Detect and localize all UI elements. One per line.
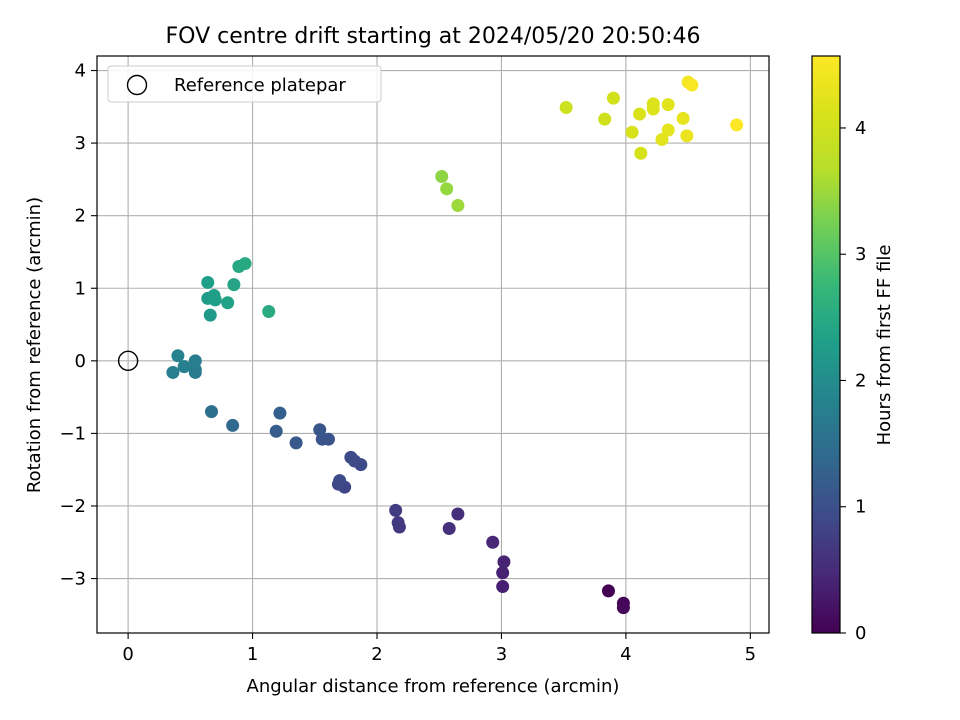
axis-ticks: 0 1 2 3 4 5 −3 −2 −1 0 1 2 3 4 [59, 61, 756, 665]
data-point [208, 293, 222, 307]
data-point [435, 169, 449, 183]
legend: Reference platepar [107, 65, 382, 103]
data-point [451, 507, 465, 521]
gridlines [97, 56, 769, 633]
data-point [497, 555, 511, 569]
data-point [676, 111, 690, 125]
legend-label: Reference platepar [174, 75, 346, 96]
colorbar-tick-label: 3 [855, 244, 866, 265]
data-point [273, 406, 287, 420]
y-tick-label: −3 [59, 569, 86, 590]
y-axis-label: Rotation from reference (arcmin) [24, 197, 45, 493]
data-point [227, 278, 241, 292]
reference-marker [117, 350, 139, 372]
x-axis-label: Angular distance from reference (arcmin) [247, 676, 620, 697]
plot-frame [96, 55, 770, 634]
y-tick-label: 4 [75, 61, 86, 82]
data-point [203, 308, 217, 322]
x-tick-label: 0 [122, 644, 133, 665]
data-point [634, 146, 648, 160]
chart-title: FOV centre drift starting at 2024/05/20 … [166, 24, 701, 49]
data-point [226, 418, 240, 432]
data-point [221, 296, 235, 310]
colorbar-tick-label: 1 [855, 497, 866, 518]
colorbar-tick-label: 4 [855, 118, 866, 139]
legend-box [107, 65, 382, 103]
data-point [625, 125, 639, 139]
x-tick-label: 3 [496, 644, 507, 665]
y-tick-label: 3 [75, 133, 86, 154]
x-tick-label: 2 [371, 644, 382, 665]
data-point [655, 132, 669, 146]
x-tick-label: 4 [620, 644, 631, 665]
data-point [661, 98, 675, 112]
data-point [238, 257, 252, 271]
y-tick-label: 0 [75, 351, 86, 372]
data-point [177, 360, 191, 374]
data-point [262, 304, 276, 318]
data-point [730, 118, 744, 132]
y-tick-label: −2 [59, 496, 86, 517]
data-point [313, 423, 327, 437]
x-tick-label: 1 [247, 644, 258, 665]
x-tick-label: 5 [745, 644, 756, 665]
data-points [166, 75, 744, 615]
data-point [289, 436, 303, 450]
colorbar-ticks: 0 1 2 3 4 [840, 118, 866, 644]
data-point [344, 450, 358, 464]
data-point [440, 182, 454, 196]
data-point [188, 354, 202, 368]
data-point [496, 580, 510, 594]
data-point [333, 474, 347, 488]
data-point [496, 566, 510, 580]
data-point [442, 521, 456, 535]
data-point [606, 91, 620, 105]
data-point [171, 349, 185, 363]
colorbar-tick-label: 0 [855, 623, 866, 644]
y-tick-label: 2 [75, 206, 86, 227]
data-point [559, 101, 573, 115]
y-tick-label: −1 [59, 423, 86, 444]
data-point [201, 275, 215, 289]
data-point [616, 601, 630, 615]
data-point [646, 102, 660, 116]
colorbar-label: Hours from first FF file [874, 245, 895, 446]
legend-marker [126, 74, 148, 96]
data-point [633, 107, 647, 121]
data-point [601, 584, 615, 598]
colorbar-gradient [811, 55, 841, 634]
y-tick-label: 1 [75, 278, 86, 299]
data-point [661, 123, 675, 137]
data-point [166, 365, 180, 379]
data-point [269, 424, 283, 438]
data-point [680, 129, 694, 143]
plot-area: 0 1 2 3 4 5 −3 −2 −1 0 1 2 3 4 [59, 55, 770, 665]
data-point [204, 405, 218, 419]
data-point [486, 535, 500, 549]
colorbar-tick-label: 2 [855, 370, 866, 391]
data-point [685, 78, 699, 92]
data-point [451, 199, 465, 213]
reference-point [117, 350, 139, 372]
data-point [389, 503, 403, 517]
data-point [598, 112, 612, 126]
colorbar: 0 1 2 3 4 Hours from first FF file [811, 55, 895, 644]
data-point [391, 516, 405, 530]
